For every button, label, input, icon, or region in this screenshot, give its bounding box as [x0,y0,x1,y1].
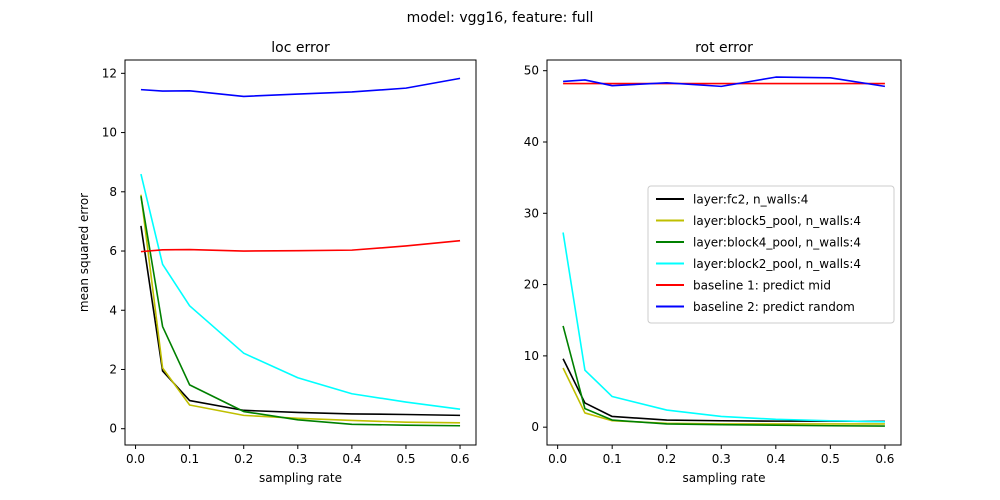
legend-label: layer:block4_pool, n_walls:4 [693,236,861,250]
chart-title: loc error [271,40,330,56]
y-axis-label: mean squared error [77,193,91,312]
y-tick-label: 2 [109,362,117,376]
y-tick-label: 8 [109,185,117,199]
y-tick-label: 40 [524,135,539,149]
x-tick-label: 0.4 [342,452,361,466]
x-axis-label: sampling rate [259,471,342,485]
y-tick-label: 0 [109,422,117,436]
x-tick-label: 0.3 [712,452,731,466]
legend-label: layer:block5_pool, n_walls:4 [693,214,861,228]
x-tick-label: 0.1 [180,452,199,466]
y-tick-label: 30 [524,206,539,220]
legend-box [647,185,895,324]
legend-label: layer:fc2, n_walls:4 [693,193,808,207]
legend-label: baseline 2: predict random [693,300,855,314]
x-axis-label: sampling rate [683,471,766,485]
series-line [140,196,461,427]
y-tick-label: 6 [109,244,117,258]
series-line [140,194,461,424]
x-tick-label: 0.2 [234,452,253,466]
x-tick-label: 0.3 [288,452,307,466]
series-line [140,239,461,253]
x-tick-label: 0.0 [548,452,567,466]
series-line [140,225,461,417]
y-tick-label: 12 [102,66,117,80]
x-tick-label: 0.0 [126,452,145,466]
series-line [563,76,886,88]
x-tick-label: 0.6 [450,452,469,466]
y-tick-label: 4 [109,303,117,317]
series-line [562,232,885,423]
axes-frame [124,59,477,446]
x-tick-label: 0.5 [396,452,415,466]
y-tick-label: 0 [531,420,539,434]
legend-label: layer:block2_pool, n_walls:4 [693,257,861,271]
x-tick-label: 0.5 [821,452,840,466]
series-line [562,325,885,427]
y-tick-label: 10 [102,126,117,140]
x-tick-label: 0.4 [766,452,785,466]
figure-suptitle: model: vgg16, feature: full [407,10,594,26]
loc-error-panel: loc error 0.0 0.1 0.2 0.3 0.4 0.5 0.6 0 2 4 6 8 10 12 s… [77,40,477,485]
x-tick-label: 0.6 [875,452,894,466]
y-tick-label: 10 [524,349,539,363]
rot-error-panel: rot error 0.0 0.1 0.2 0.3 0.4 0.5 0.6 0 10 20 30 40 5… [524,40,902,485]
series-line [140,77,461,98]
y-tick-label: 50 [524,64,539,78]
axes-frame [546,59,902,446]
x-tick-label: 0.2 [657,452,676,466]
y-tick-label: 20 [524,278,539,292]
x-tick-label: 0.1 [603,452,622,466]
legend: layer:fc2, n_walls:4 layer:block5_pool, n… [647,185,895,324]
legend-label: baseline 1: predict mid [693,279,831,293]
series-line [140,173,461,410]
chart-title: rot error [695,40,753,56]
